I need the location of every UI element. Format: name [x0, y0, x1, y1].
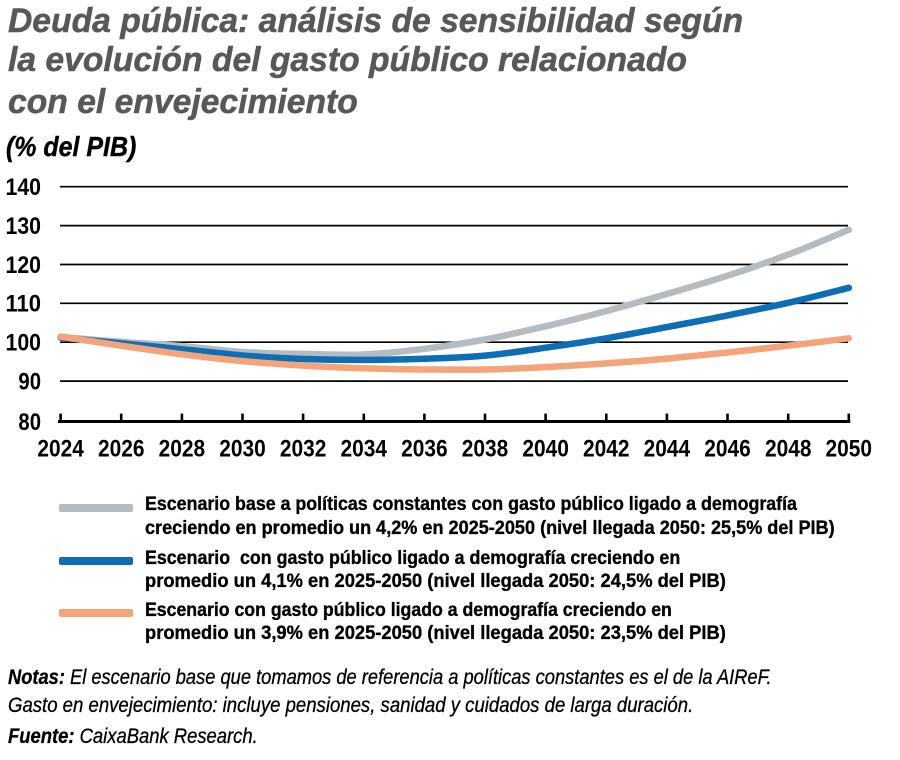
- svg-text:2024: 2024: [37, 436, 84, 463]
- svg-text:2038: 2038: [462, 436, 509, 463]
- svg-text:100: 100: [6, 330, 42, 357]
- svg-text:2048: 2048: [765, 436, 812, 463]
- svg-text:2040: 2040: [522, 436, 569, 463]
- svg-text:2032: 2032: [280, 436, 327, 463]
- svg-text:2046: 2046: [704, 436, 751, 463]
- svg-text:2026: 2026: [98, 436, 145, 463]
- svg-text:2050: 2050: [826, 436, 873, 463]
- svg-text:140: 140: [6, 174, 42, 201]
- svg-text:120: 120: [6, 252, 42, 279]
- svg-text:2042: 2042: [583, 436, 630, 463]
- svg-text:2036: 2036: [401, 436, 448, 463]
- svg-text:130: 130: [6, 213, 42, 240]
- svg-text:110: 110: [6, 291, 42, 318]
- svg-text:2028: 2028: [159, 436, 206, 463]
- svg-text:2030: 2030: [219, 436, 266, 463]
- svg-text:2044: 2044: [644, 436, 691, 463]
- svg-text:90: 90: [18, 368, 41, 395]
- svg-text:80: 80: [18, 409, 41, 436]
- svg-text:2034: 2034: [341, 436, 388, 463]
